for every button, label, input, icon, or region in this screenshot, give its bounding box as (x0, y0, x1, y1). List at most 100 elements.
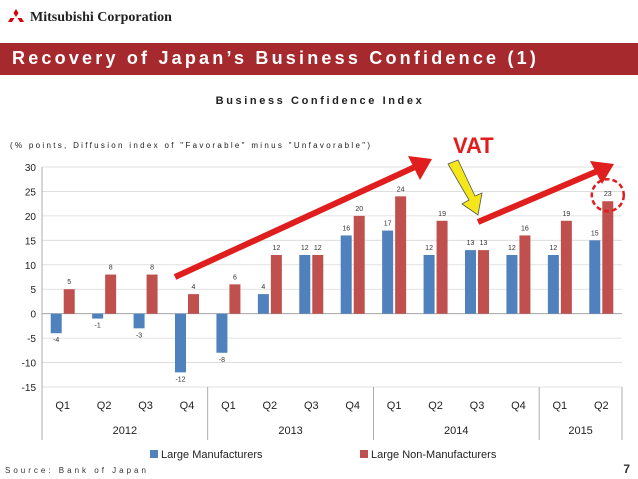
y-tick-label: -15 (22, 383, 37, 394)
data-label: 8 (150, 265, 154, 272)
data-label: 12 (425, 245, 433, 252)
y-tick-label: 15 (25, 236, 37, 247)
source-note: Source: Bank of Japan (5, 466, 149, 475)
year-label: 2013 (278, 425, 302, 437)
manufacturers-bar (547, 255, 559, 314)
manufacturers-bar (382, 230, 394, 314)
manufacturers-bar (50, 313, 62, 334)
x-tick-label: Q2 (97, 400, 112, 412)
slide-title: Recovery of Japan’s Business Confidence … (12, 48, 540, 68)
manufacturers-bar (175, 313, 186, 373)
x-tick-label: Q4 (511, 400, 526, 412)
y-tick-label: 5 (30, 285, 36, 296)
x-tick-label: Q1 (221, 400, 236, 412)
trend-arrow-2 (476, 167, 602, 225)
data-label: 13 (467, 240, 475, 247)
manufacturers-bar (423, 255, 435, 314)
data-label: 12 (314, 245, 322, 252)
highlight-circle (590, 177, 626, 213)
non-manufacturers-bar (602, 201, 614, 314)
year-label: 2012 (113, 425, 137, 437)
x-tick-label: Q4 (180, 400, 195, 412)
data-label: 12 (301, 245, 309, 252)
year-label: 2015 (568, 425, 592, 437)
data-label: 8 (109, 265, 113, 272)
data-label: -8 (219, 357, 225, 364)
non-manufacturers-bar (478, 250, 489, 314)
data-label: -3 (136, 332, 142, 339)
manufacturers-bar (465, 250, 476, 314)
x-tick-label: Q3 (138, 400, 153, 412)
data-label: 12 (549, 245, 557, 252)
data-label: 12 (508, 245, 516, 252)
data-label: 20 (355, 206, 363, 213)
data-label: 17 (384, 221, 392, 228)
non-manufacturers-bar (105, 274, 117, 314)
manufacturers-bar (257, 294, 269, 314)
slide-title-bar: Recovery of Japan’s Business Confidence … (0, 43, 638, 75)
annotations: VAT (173, 133, 626, 280)
data-label: 4 (261, 284, 265, 291)
y-tick-label: -10 (22, 359, 37, 370)
x-tick-label: Q4 (345, 400, 360, 412)
manufacturers-bar (589, 240, 601, 314)
non-manufacturers-bar (146, 274, 158, 314)
data-label: -12 (175, 376, 185, 383)
y-tick-label: 30 (25, 163, 37, 174)
x-axis: Q1 Q2 Q3 Q4 Q1 Q2 Q3 Q4 Q1 Q2 Q3 Q4 Q1 Q2 2012 2013 2014… (41, 387, 623, 440)
year-label: 2014 (444, 425, 468, 437)
data-label: 5 (67, 279, 71, 286)
x-tick-label: Q3 (470, 400, 485, 412)
legend-label: Large Non-Manufacturers (371, 449, 497, 461)
manufacturers-bar (92, 313, 104, 319)
vat-label: VAT (453, 133, 494, 158)
non-manufacturers-bar (395, 196, 407, 314)
trend-arrow-1-head (408, 156, 432, 180)
page-number: 7 (623, 462, 630, 476)
trend-arrow-1 (173, 163, 419, 280)
x-tick-label: Q3 (304, 400, 319, 412)
x-tick-label: Q1 (387, 400, 402, 412)
legend: Large Manufacturers Large Non-Manufacture… (150, 449, 497, 461)
manufacturers-bar (133, 313, 145, 329)
chart-subtitle: (% points, Diffusion index of "Favorable… (10, 141, 372, 150)
data-label: 4 (192, 284, 196, 291)
manufacturers-bar (340, 235, 352, 314)
x-tick-label: Q2 (428, 400, 443, 412)
data-label: 16 (521, 225, 529, 232)
data-label: 24 (397, 186, 405, 193)
data-label: 16 (342, 225, 350, 232)
y-tick-label: 0 (30, 310, 36, 321)
y-tick-label: -5 (27, 334, 36, 345)
trend-arrow-2-head (590, 161, 614, 184)
y-tick-label: 25 (25, 187, 37, 198)
non-manufacturers-bar (519, 235, 531, 314)
data-label: 19 (438, 211, 446, 218)
legend-swatch (360, 450, 368, 458)
manufacturers-bar (299, 255, 311, 314)
x-tick-label: Q2 (263, 400, 278, 412)
non-manufacturers-bar (436, 220, 448, 314)
three-diamonds-icon (8, 9, 24, 22)
vat-arrow (447, 159, 483, 216)
non-manufacturers-bar (270, 255, 282, 314)
x-tick-label: Q1 (553, 400, 568, 412)
chart-title: Business Confidence Index (216, 95, 425, 107)
data-label: 23 (604, 191, 612, 198)
non-manufacturers-bar (312, 255, 324, 314)
manufacturers-bar (216, 313, 228, 353)
data-label: -4 (53, 337, 59, 344)
data-labels: -4 5 -1 8 -3 8 -12 4 -8 6 4 12 12 12 16 20 17 24 12 19 13 13 1… (53, 186, 612, 383)
company-name: Mitsubishi Corporation (30, 10, 172, 25)
manufacturers-bar (506, 255, 518, 314)
data-label: 19 (562, 211, 570, 218)
y-tick-label: 10 (25, 261, 37, 272)
data-label: 12 (272, 245, 280, 252)
non-manufacturers-bar (353, 215, 365, 314)
legend-label: Large Manufacturers (161, 449, 263, 461)
non-manufacturers-bar (188, 294, 199, 314)
data-label: 13 (480, 240, 488, 247)
non-manufacturers-bar (560, 220, 572, 314)
non-manufacturers-bar (229, 284, 241, 314)
